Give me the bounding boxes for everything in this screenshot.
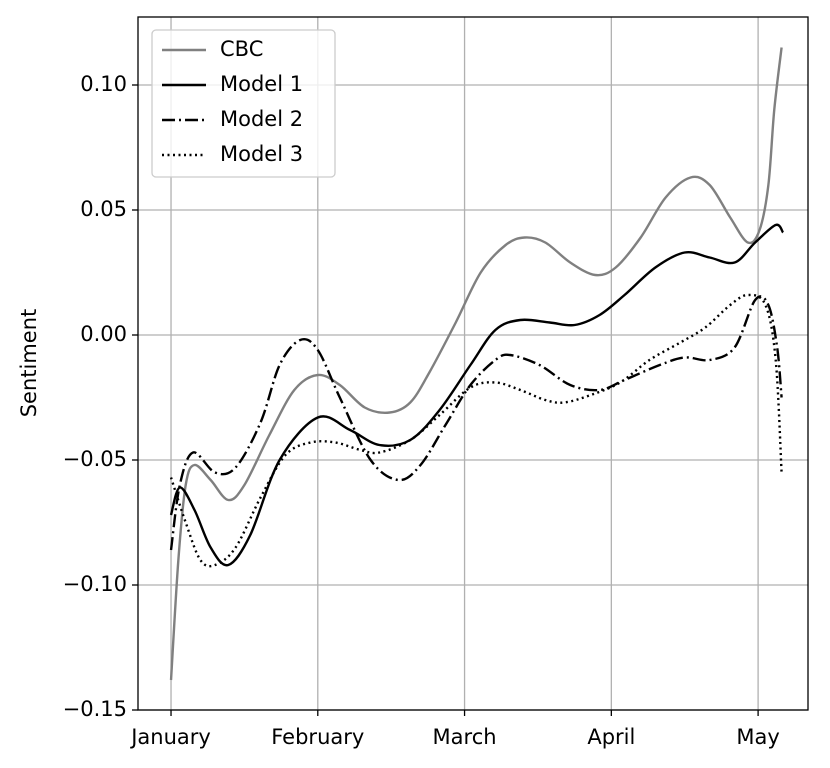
y-tick-label: −0.15 (63, 697, 127, 721)
x-tick-label: January (129, 725, 211, 749)
legend-box (151, 29, 336, 178)
y-axis-label: Sentiment (17, 309, 41, 418)
legend-label: CBC (220, 37, 263, 61)
y-tick-label: −0.10 (63, 572, 127, 596)
legend-label: Model 2 (220, 107, 303, 131)
y-tick-label: 0.10 (80, 72, 127, 96)
y-tick-label: −0.05 (63, 447, 127, 471)
line (169, 223, 785, 567)
x-tick-label: May (736, 725, 779, 749)
x-tick-label: March (433, 725, 497, 749)
legend-label: Model 3 (220, 142, 303, 166)
y-tick-label: 0.05 (80, 197, 127, 221)
x-tick-label: February (271, 725, 364, 749)
legend-label: Model 1 (220, 72, 303, 96)
y-tick-label: 0.00 (80, 322, 127, 346)
line (169, 295, 783, 551)
line (169, 47, 783, 681)
plot-frame (137, 16, 809, 711)
x-tick-label: April (587, 725, 635, 749)
line (169, 293, 783, 568)
